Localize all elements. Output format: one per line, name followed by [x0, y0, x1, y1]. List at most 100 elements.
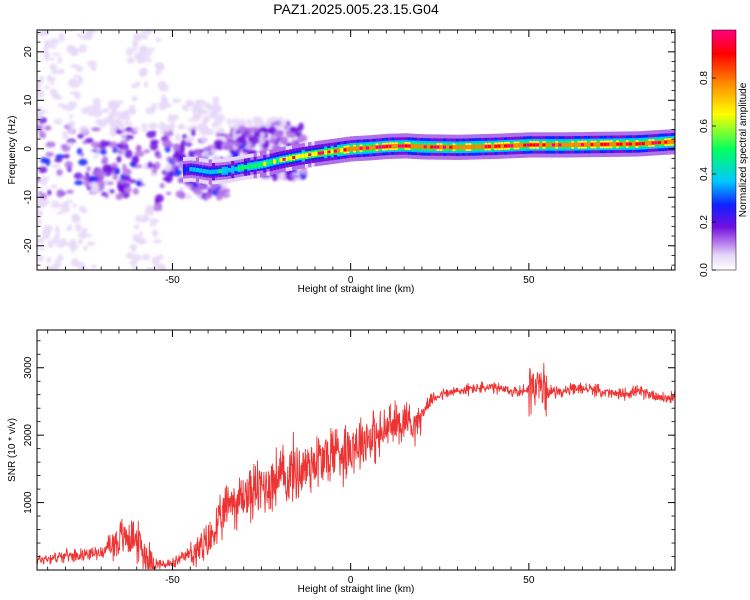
spectrogram-noise-blob: [91, 127, 101, 132]
spectrogram-noise-blob: [157, 101, 168, 111]
spectrogram-noise-blob: [280, 171, 286, 180]
spectrogram-ridge-cell: [545, 142, 550, 148]
spectrogram-ridge-cell: [205, 169, 210, 174]
colorbar-tick-label: 0.8: [699, 71, 710, 85]
spectrogram-ridge-peak: [494, 144, 498, 148]
spectrogram-ridge-peak: [558, 143, 563, 147]
spectrogram-noise-blob: [52, 236, 60, 245]
spectrogram-noise-blob: [40, 176, 50, 181]
spectrogram-noise-blob: [208, 111, 217, 118]
spectrogram-noise-blob: [150, 172, 158, 177]
spectrogram-ridge-cell: [285, 156, 290, 161]
spectrogram-ridge-cell: [571, 142, 575, 147]
spectrogram-ridge-cell: [356, 146, 360, 151]
y-tick-label: 0: [23, 146, 34, 152]
spectrogram-ridge-peak: [388, 144, 393, 148]
spectrogram-ridge-peak: [398, 144, 402, 148]
spectrogram-noise-blob: [160, 94, 166, 101]
spectrogram-ridge-cell: [189, 167, 194, 172]
spectrogram-noise-blob: [37, 209, 44, 218]
spectrogram-noise-blob: [185, 136, 195, 143]
spectrogram-noise-blob: [227, 124, 233, 129]
spectrogram-noise-blob: [247, 137, 255, 141]
spectrogram-noise-blob: [212, 96, 220, 105]
spectrogram-noise-blob: [168, 170, 174, 179]
spectrogram-noise-blob: [109, 100, 116, 106]
x-tick-label: -50: [165, 575, 180, 586]
spectrogram-noise-blob: [107, 181, 114, 185]
spectrogram-noise-blob: [66, 141, 74, 148]
spectrogram-ridge-cell: [481, 144, 485, 149]
spectrogram-ridge-cell: [474, 144, 479, 150]
spectrogram-ridge-cell: [227, 168, 232, 173]
spectrogram-noise-blob: [133, 126, 140, 132]
spectrogram-noise-blob: [139, 231, 144, 236]
spectrogram-ridge-peak: [375, 145, 380, 149]
spectrogram-ridge-cell: [215, 169, 219, 174]
spectrogram-noise-blob: [129, 260, 138, 266]
spectrogram-noise-blob: [221, 188, 231, 194]
spectrogram-noise-blob: [46, 257, 52, 264]
spectrogram-noise-blob: [210, 147, 218, 155]
spectrogram-noise-blob: [71, 214, 81, 224]
spectrogram-noise-blob: [185, 99, 193, 107]
spectrogram-noise-blob: [37, 218, 42, 226]
spectrogram-ridge-peak: [317, 151, 322, 155]
spectrogram-ridge-cell: [577, 142, 582, 147]
spectrogram-ridge-cell: [269, 160, 274, 165]
colorbar-tick-label: 0.0: [699, 263, 710, 277]
y-tick-label: 1000: [23, 491, 34, 514]
spectrogram-noise-blob: [53, 118, 63, 125]
spectrogram-noise-blob: [188, 150, 194, 157]
spectrogram-ridge-cell: [587, 142, 591, 147]
spectrogram-ridge-peak: [484, 145, 489, 149]
spectrogram-noise-blob: [253, 137, 260, 144]
spectrogram-noise-blob: [68, 128, 75, 134]
spectrogram-noise-blob: [168, 113, 173, 119]
spectrogram-noise-blob: [87, 108, 96, 117]
spectrogram-ridge-peak: [552, 143, 556, 147]
spectrogram-ridge-peak: [619, 142, 624, 146]
spectrogram-noise-blob: [279, 136, 289, 144]
spectrogram-noise-blob: [131, 265, 138, 270]
spectrogram-noise-blob: [92, 154, 100, 159]
spectrogram-ridge-cell: [324, 150, 328, 155]
spectrogram-noise-blob: [91, 103, 102, 110]
spectrogram-ridge-cell: [660, 140, 665, 145]
spectrogram-noise-blob: [297, 134, 308, 143]
spectrogram-noise-blob: [268, 137, 278, 144]
spectrogram-noise-blob: [56, 211, 64, 215]
spectrogram-noise-blob: [49, 81, 55, 86]
spectrogram-noise-blob: [123, 111, 129, 116]
spectrogram-ridge-peak: [580, 143, 585, 147]
spectrogram-noise-blob: [141, 123, 148, 129]
spectrogram-xlabel: Height of straight line (km): [298, 284, 415, 295]
spectrogram-noise-blob: [178, 124, 185, 129]
spectrogram-noise-blob: [50, 37, 59, 46]
spectrogram-noise-blob: [226, 117, 232, 125]
spectrogram-ridge: [183, 128, 675, 185]
spectrogram-ridge-cell: [644, 141, 649, 146]
spectrogram-ridge-peak: [641, 142, 646, 146]
spectrogram-noise-blob: [88, 175, 97, 183]
spectrogram-noise-blob: [81, 227, 88, 233]
spectrogram-ridge-peak: [654, 141, 659, 145]
spectrogram-noise-blob: [52, 92, 59, 98]
spectrogram-noise-blob: [274, 129, 282, 138]
spectrogram-ridge-cell: [266, 160, 271, 166]
spectrogram-ylabel: Frequency (Hz): [7, 116, 18, 185]
x-tick-label: -50: [165, 275, 180, 286]
spectrogram-noise-blob: [52, 52, 61, 56]
spectrogram-ridge-peak: [378, 145, 383, 149]
spectrogram-ridge-cell: [471, 144, 476, 150]
spectrogram-ridge-peak: [487, 145, 492, 148]
spectrogram-noise-blob: [74, 180, 84, 186]
spectrogram-noise-blob: [46, 57, 56, 61]
spectrogram-ridge-peak: [449, 145, 453, 149]
spectrogram-noise-blob: [179, 187, 184, 191]
spectrogram-ridge-cell: [221, 168, 226, 174]
spectrogram-ridge-cell: [263, 161, 267, 167]
spectrogram-noise-blob: [109, 189, 115, 194]
spectrogram-noise-blob: [78, 43, 88, 53]
spectrogram-noise-blob: [193, 112, 201, 120]
